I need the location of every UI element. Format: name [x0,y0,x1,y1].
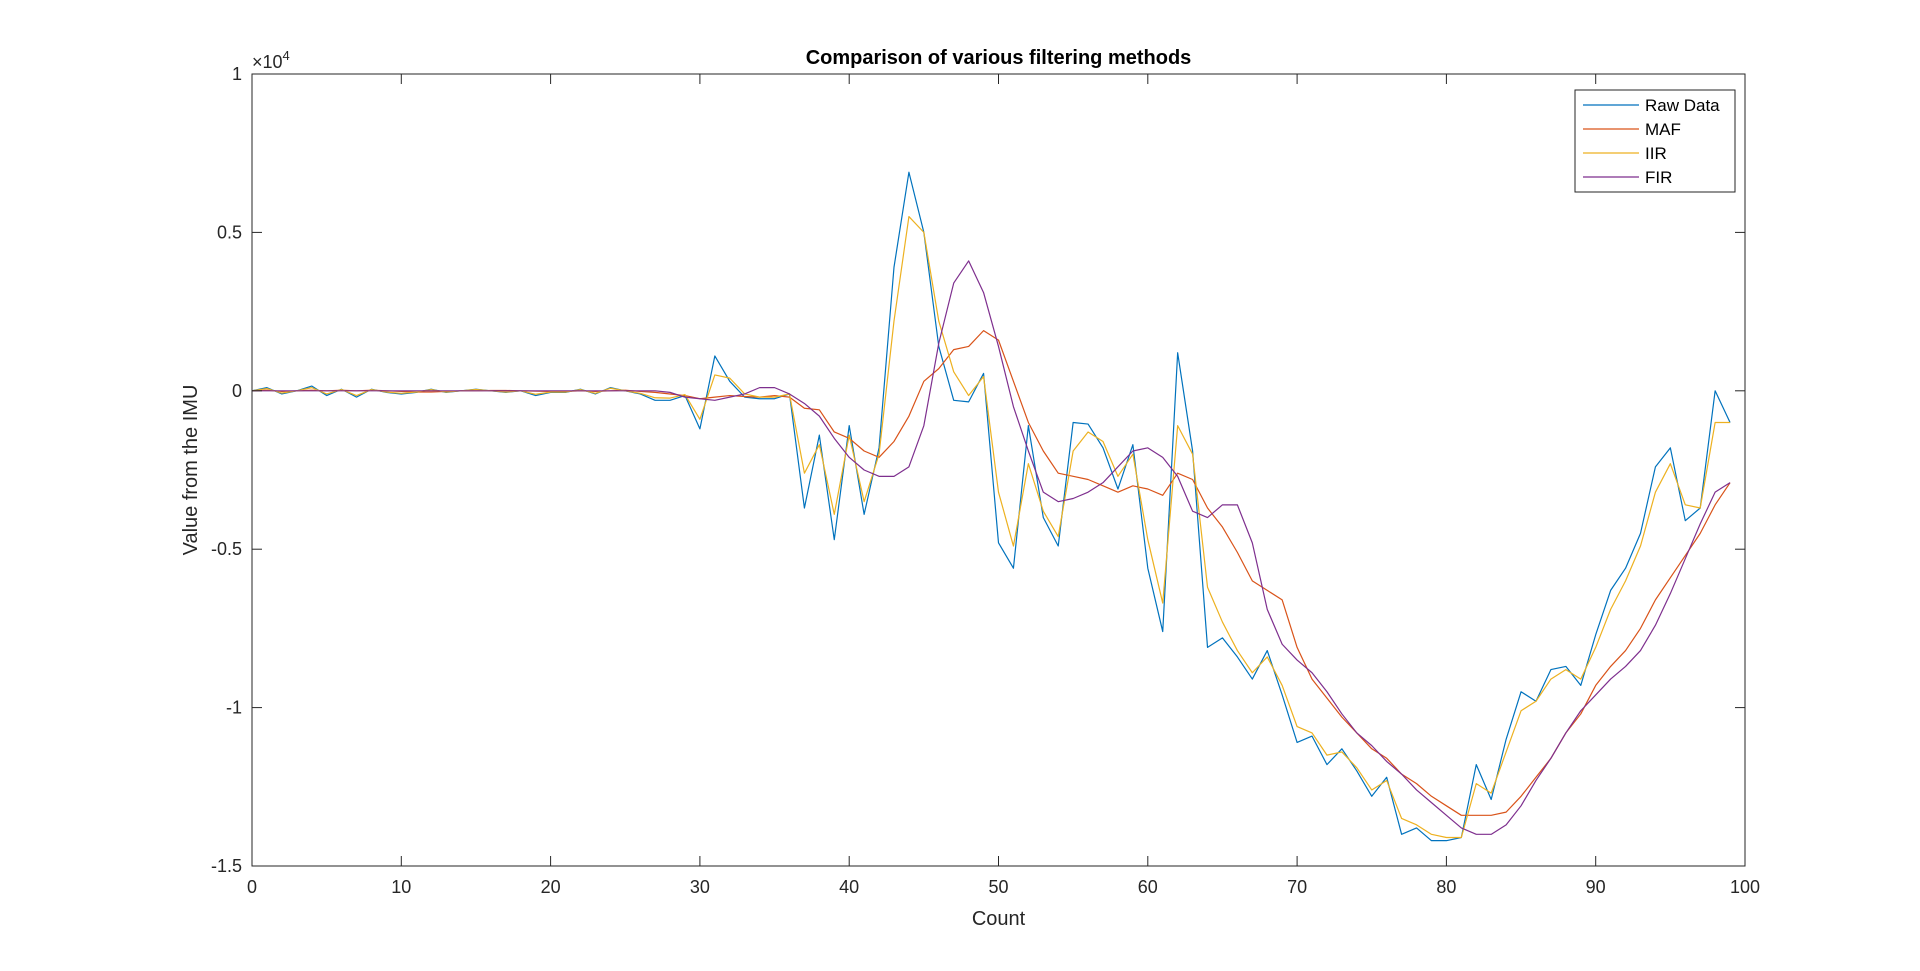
y-tick-label: 1 [232,64,242,84]
series-layer [251,171,1731,842]
legend-label: FIR [1645,168,1672,187]
y-tick-label: -1 [226,698,242,718]
x-tick-label: 0 [247,877,257,897]
x-tick-label: 100 [1730,877,1760,897]
plot-area [252,74,1745,866]
y-tick-label: -0.5 [211,539,242,559]
chart-title: Comparison of various filtering methods [806,47,1192,69]
x-tick-label: 50 [988,877,1008,897]
x-axis-title: Count [972,908,1026,930]
ticks-layer: 0 10 20 30 40 50 60 70 80 90 100 1 0.5 0 -0.5 -1 -1.5 [211,64,1760,897]
series-line-fir [252,260,1731,835]
x-tick-label: 10 [391,877,411,897]
legend: Raw Data MAF IIR FIR [1574,89,1736,193]
y-axis-exponent-label: ×104 [252,48,290,72]
legend-box [1574,89,1736,193]
x-tick-label: 90 [1586,877,1606,897]
legend-label: Raw Data [1645,96,1720,115]
y-axis-title: Value from the IMU [180,385,202,556]
x-tick-label: 80 [1436,877,1456,897]
x-tick-label: 20 [541,877,561,897]
y-exponent-power: 4 [283,48,290,63]
legend-label: MAF [1645,120,1681,139]
x-tick-label: 60 [1138,877,1158,897]
legend-label: IIR [1645,144,1667,163]
y-tick-label: 0 [232,381,242,401]
x-tick-label: 30 [690,877,710,897]
x-tick-label: 40 [839,877,859,897]
y-exponent-base: ×10 [252,52,283,72]
x-tick-label: 70 [1287,877,1307,897]
y-tick-label: 0.5 [217,222,242,242]
series-line-iir [251,215,1731,839]
y-tick-label: -1.5 [211,856,242,876]
